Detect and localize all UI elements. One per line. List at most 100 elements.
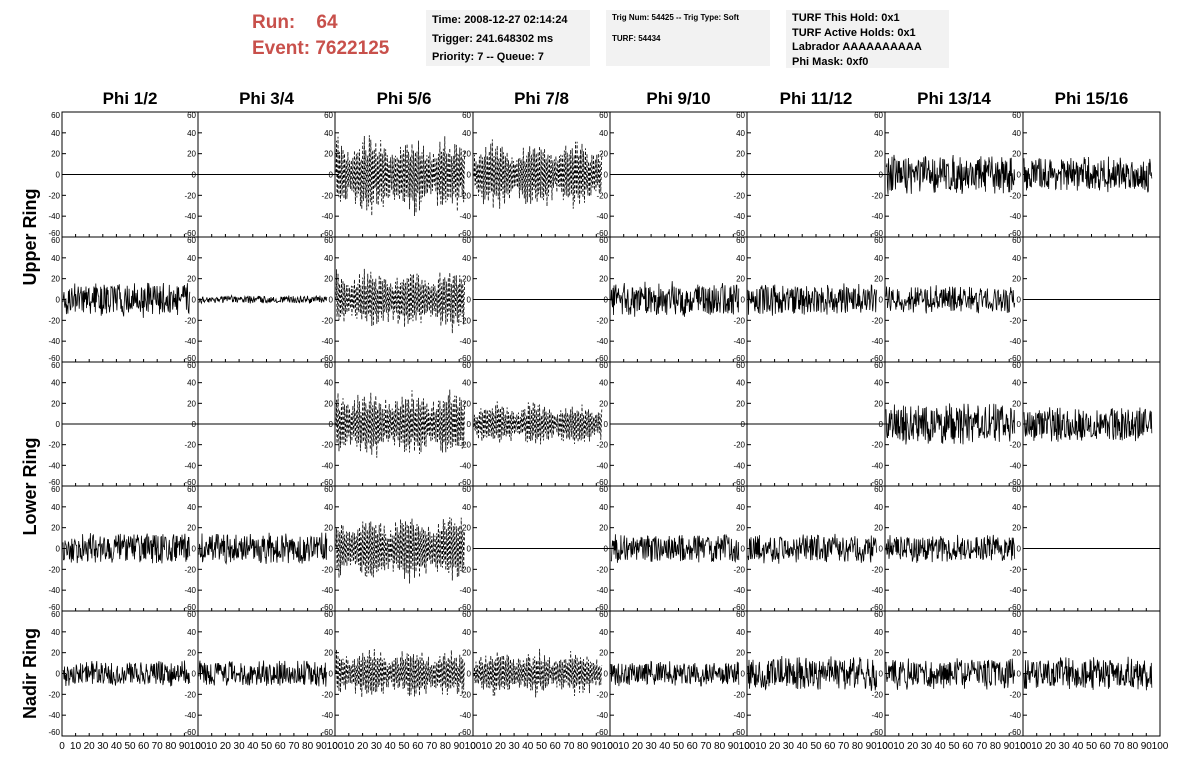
y-tick-label: 20 <box>187 649 196 658</box>
y-tick-label: 20 <box>187 275 196 284</box>
y-tick-label: -40 <box>733 212 745 221</box>
event-line: Event: 7622125 <box>252 36 389 62</box>
y-tick-label: 20 <box>51 399 60 408</box>
x-tick-label: 60 <box>687 741 699 752</box>
x-tick-label: 40 <box>522 741 534 752</box>
waveform-trace <box>62 533 191 564</box>
y-tick-label: 60 <box>462 361 471 370</box>
x-tick-label: 60 <box>412 741 424 752</box>
y-tick-label: 40 <box>187 379 196 388</box>
x-tick-label: 50 <box>810 741 822 752</box>
y-tick-label: 0 <box>604 545 609 554</box>
y-tick-label: 40 <box>1012 628 1021 637</box>
waveform-trace <box>610 660 740 687</box>
waveform-trace <box>885 403 1016 445</box>
y-tick-label: 20 <box>462 649 471 658</box>
y-tick-label: -60 <box>459 229 471 238</box>
y-tick-label: 20 <box>736 275 745 284</box>
y-tick-label: -20 <box>184 441 196 450</box>
y-tick-label: 0 <box>741 171 746 180</box>
y-tick-label: 40 <box>599 379 608 388</box>
y-tick-label: 60 <box>324 361 333 370</box>
waveform-trace <box>885 534 1016 563</box>
y-tick-label: 0 <box>879 670 884 679</box>
y-tick-label: 60 <box>599 111 608 120</box>
y-tick-label: 40 <box>1012 129 1021 138</box>
y-tick-label: -60 <box>1009 354 1021 363</box>
x-tick-label: 40 <box>385 741 397 752</box>
waveform-trace <box>473 139 603 209</box>
y-tick-label: 20 <box>187 150 196 159</box>
y-tick-label: 20 <box>324 649 333 658</box>
turf-this-hold-text: TURF This Hold: 0x1 <box>792 12 900 24</box>
y-tick-label: 40 <box>187 129 196 138</box>
waveform-trace <box>335 268 466 334</box>
x-tick-label: 50 <box>261 741 273 752</box>
column-header: Phi 1/2 <box>103 89 158 108</box>
x-tick-label: 30 <box>371 741 383 752</box>
y-tick-label: 0 <box>56 171 61 180</box>
x-tick-label: 20 <box>84 741 96 752</box>
labrador-text: Labrador AAAAAAAAAA <box>792 41 922 53</box>
y-tick-label: 20 <box>736 649 745 658</box>
column-header: Phi 11/12 <box>780 89 853 108</box>
waveform-trace <box>747 283 878 316</box>
y-tick-label: 60 <box>1012 361 1021 370</box>
y-tick-label: -40 <box>459 337 471 346</box>
y-tick-label: -20 <box>733 565 745 574</box>
x-tick-label: 90 <box>1141 741 1153 752</box>
x-tick-label: 100 <box>190 741 207 752</box>
x-tick-label: 90 <box>591 741 603 752</box>
y-tick-label: -60 <box>871 229 883 238</box>
y-tick-label: 40 <box>874 254 883 263</box>
y-tick-label: -60 <box>871 478 883 487</box>
x-tick-label: 50 <box>948 741 960 752</box>
y-tick-label: -40 <box>871 337 883 346</box>
y-tick-label: 0 <box>192 670 197 679</box>
y-tick-label: 40 <box>736 628 745 637</box>
y-tick-label: 40 <box>874 503 883 512</box>
y-tick-label: 60 <box>187 485 196 494</box>
x-tick-label: 50 <box>1086 741 1098 752</box>
y-tick-label: 20 <box>324 150 333 159</box>
y-tick-label: -40 <box>1009 337 1021 346</box>
waveform-trace <box>62 282 191 318</box>
x-tick-label: 0 <box>744 741 750 752</box>
y-tick-label: -20 <box>184 690 196 699</box>
x-tick-label: 40 <box>797 741 809 752</box>
y-tick-label: -20 <box>871 316 883 325</box>
y-tick-label: -60 <box>1009 603 1021 612</box>
y-tick-label: 60 <box>736 485 745 494</box>
y-tick-label: -60 <box>596 728 608 737</box>
turf-active-holds-text: TURF Active Holds: 0x1 <box>792 26 916 39</box>
x-tick-label: 100 <box>602 741 619 752</box>
y-tick-label: 20 <box>736 150 745 159</box>
waveform-trace <box>1023 407 1153 442</box>
y-tick-label: 20 <box>874 399 883 408</box>
waveform-trace <box>335 648 466 698</box>
y-tick-label: 20 <box>51 275 60 284</box>
y-tick-label: 0 <box>329 670 334 679</box>
y-tick-label: 0 <box>1017 296 1022 305</box>
y-tick-label: -60 <box>48 478 60 487</box>
y-tick-label: -20 <box>48 316 60 325</box>
y-tick-label: -60 <box>48 229 60 238</box>
y-tick-label: -40 <box>1009 212 1021 221</box>
x-tick-label: 30 <box>646 741 658 752</box>
y-tick-label: 0 <box>56 670 61 679</box>
y-tick-label: -60 <box>184 728 196 737</box>
y-tick-label: -20 <box>321 316 333 325</box>
y-tick-label: -60 <box>48 603 60 612</box>
y-tick-label: -40 <box>184 461 196 470</box>
y-tick-label: -40 <box>871 711 883 720</box>
x-tick-label: 0 <box>882 741 888 752</box>
y-tick-label: -60 <box>596 603 608 612</box>
y-tick-label: 0 <box>604 420 609 429</box>
y-tick-label: 40 <box>187 628 196 637</box>
y-tick-label: -20 <box>459 316 471 325</box>
x-tick-label: 20 <box>907 741 919 752</box>
waveform-trace <box>335 389 466 458</box>
y-tick-label: 40 <box>324 503 333 512</box>
y-tick-label: 60 <box>1012 111 1021 120</box>
y-tick-label: 0 <box>192 171 197 180</box>
